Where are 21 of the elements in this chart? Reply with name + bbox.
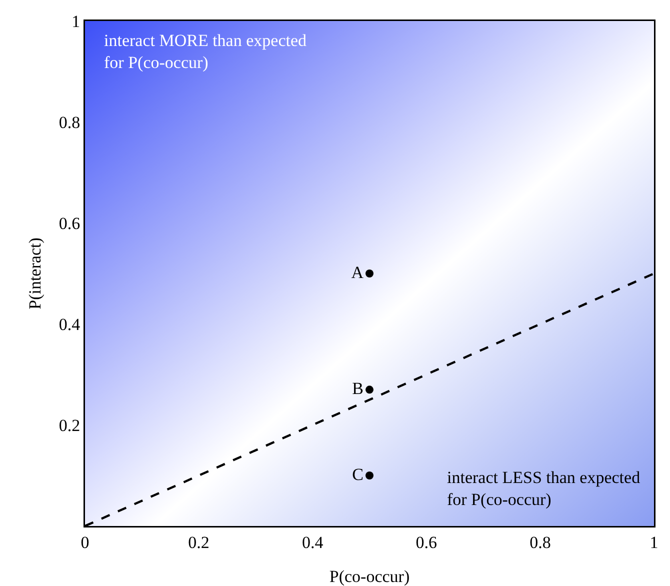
annotation: interact LESS than expected for P(co-occur) (447, 468, 641, 510)
x-tick-label: 0.2 (188, 532, 210, 552)
y-tick-label: 1 (72, 12, 80, 31)
x-tick-label: 0 (80, 532, 90, 552)
x-tick-label: 1 (650, 532, 658, 552)
data-label: A (351, 262, 364, 282)
y-tick-label: 0.4 (58, 314, 81, 334)
x-tick-label: 0.6 (416, 532, 438, 552)
y-tick-label: 0.8 (58, 112, 80, 132)
y-tick-label: 0.2 (58, 416, 80, 435)
annotation: interact MORE than expected for P(co-occur) (104, 31, 308, 72)
data-label: B (352, 378, 364, 398)
data-label: C (352, 464, 364, 484)
x-tick-label: 0.8 (530, 532, 551, 552)
y-tick-label: 0.6 (58, 214, 80, 233)
point (366, 472, 374, 480)
y-axis-title: P(interact) (26, 238, 44, 310)
x-tick-label: 0.4 (302, 532, 324, 552)
point (366, 270, 374, 278)
x-axis-title: P(co-occur) (329, 567, 410, 586)
point (366, 386, 374, 394)
